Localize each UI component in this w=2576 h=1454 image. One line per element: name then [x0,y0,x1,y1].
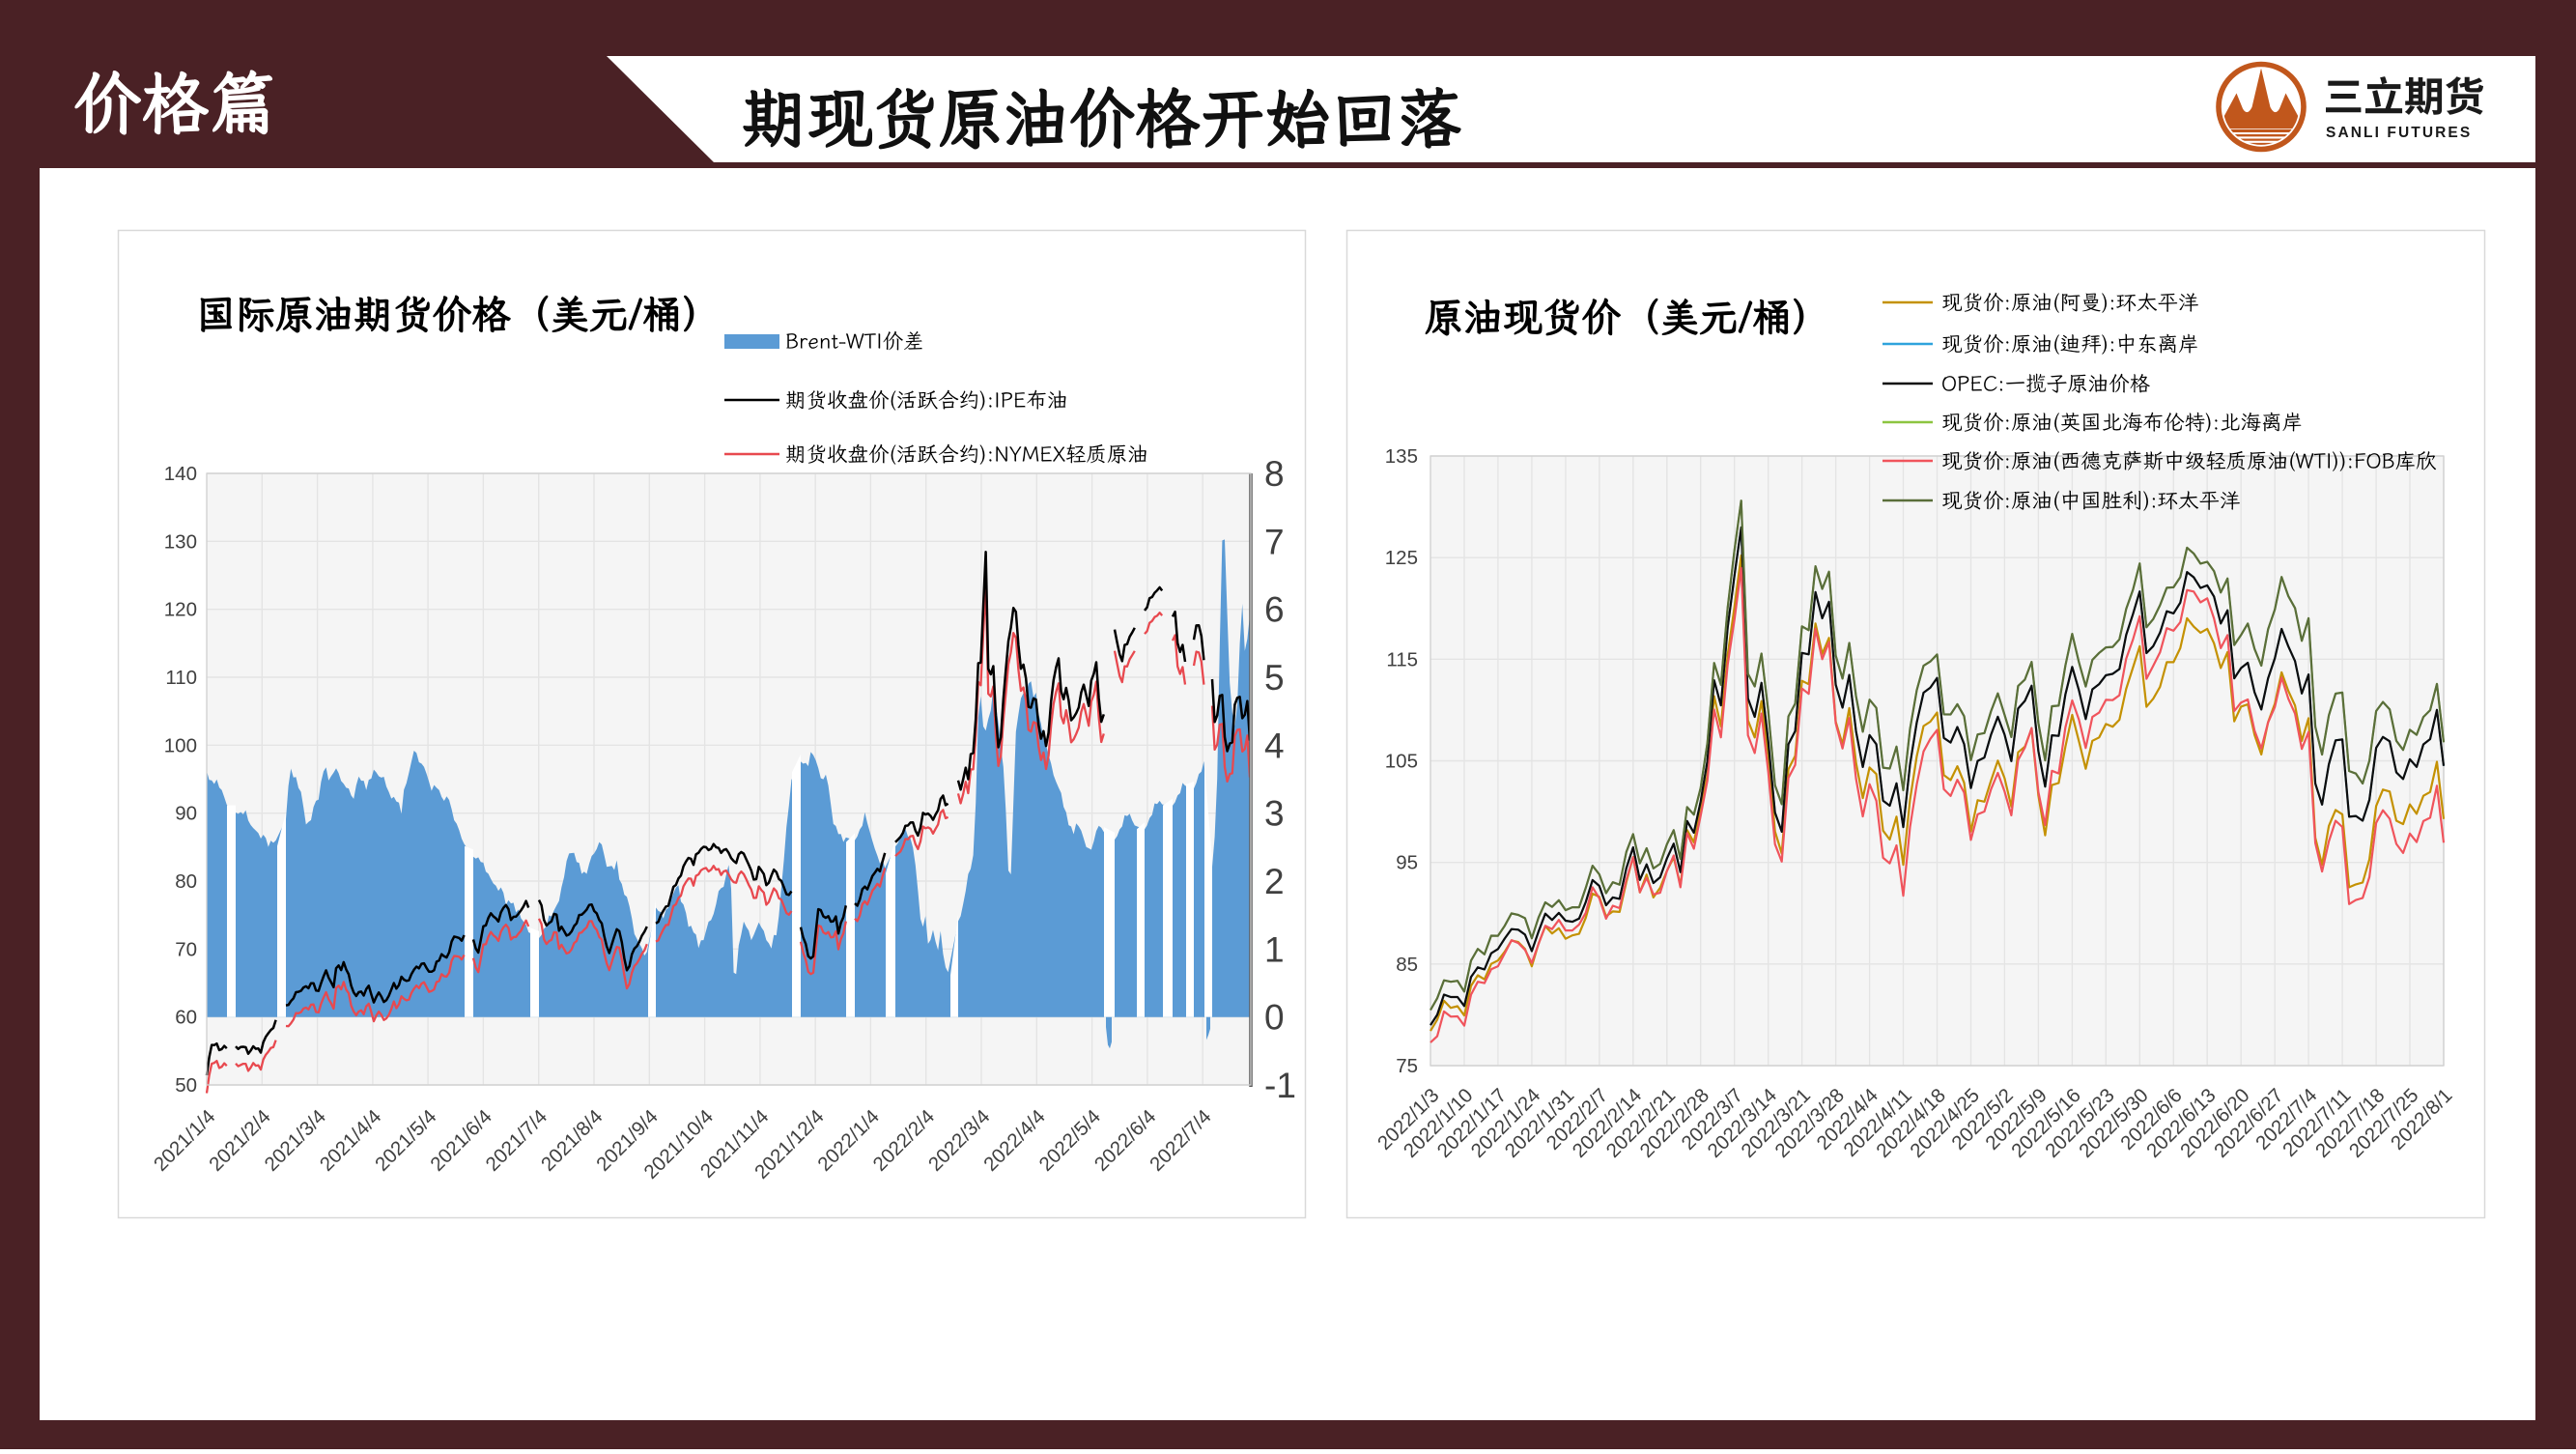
svg-text:1: 1 [1264,929,1285,969]
svg-text:6: 6 [1264,590,1285,630]
svg-text:100: 100 [164,734,197,756]
svg-text:110: 110 [165,667,197,689]
svg-text:2: 2 [1264,862,1285,901]
svg-text:5: 5 [1264,658,1285,698]
svg-text:8: 8 [1264,454,1285,494]
svg-text:130: 130 [164,530,197,553]
svg-text:70: 70 [175,938,197,960]
svg-text:4: 4 [1264,726,1285,765]
svg-text:105: 105 [1385,751,1418,773]
svg-text:135: 135 [1385,445,1418,468]
svg-text:120: 120 [164,599,197,621]
svg-text:-1: -1 [1264,1066,1296,1105]
svg-text:75: 75 [1396,1055,1418,1077]
svg-text:3: 3 [1264,794,1285,834]
svg-text:115: 115 [1386,648,1418,670]
svg-text:85: 85 [1396,954,1418,976]
svg-text:0: 0 [1264,998,1285,1038]
svg-text:80: 80 [175,870,197,893]
svg-text:SANLI FUTURES: SANLI FUTURES [2326,125,2472,141]
svg-text:50: 50 [175,1074,197,1097]
svg-text:125: 125 [1385,547,1418,569]
svg-text:140: 140 [164,463,197,485]
svg-text:90: 90 [175,803,197,825]
svg-text:7: 7 [1264,522,1285,561]
svg-text:95: 95 [1396,852,1418,874]
svg-text:60: 60 [175,1007,197,1029]
